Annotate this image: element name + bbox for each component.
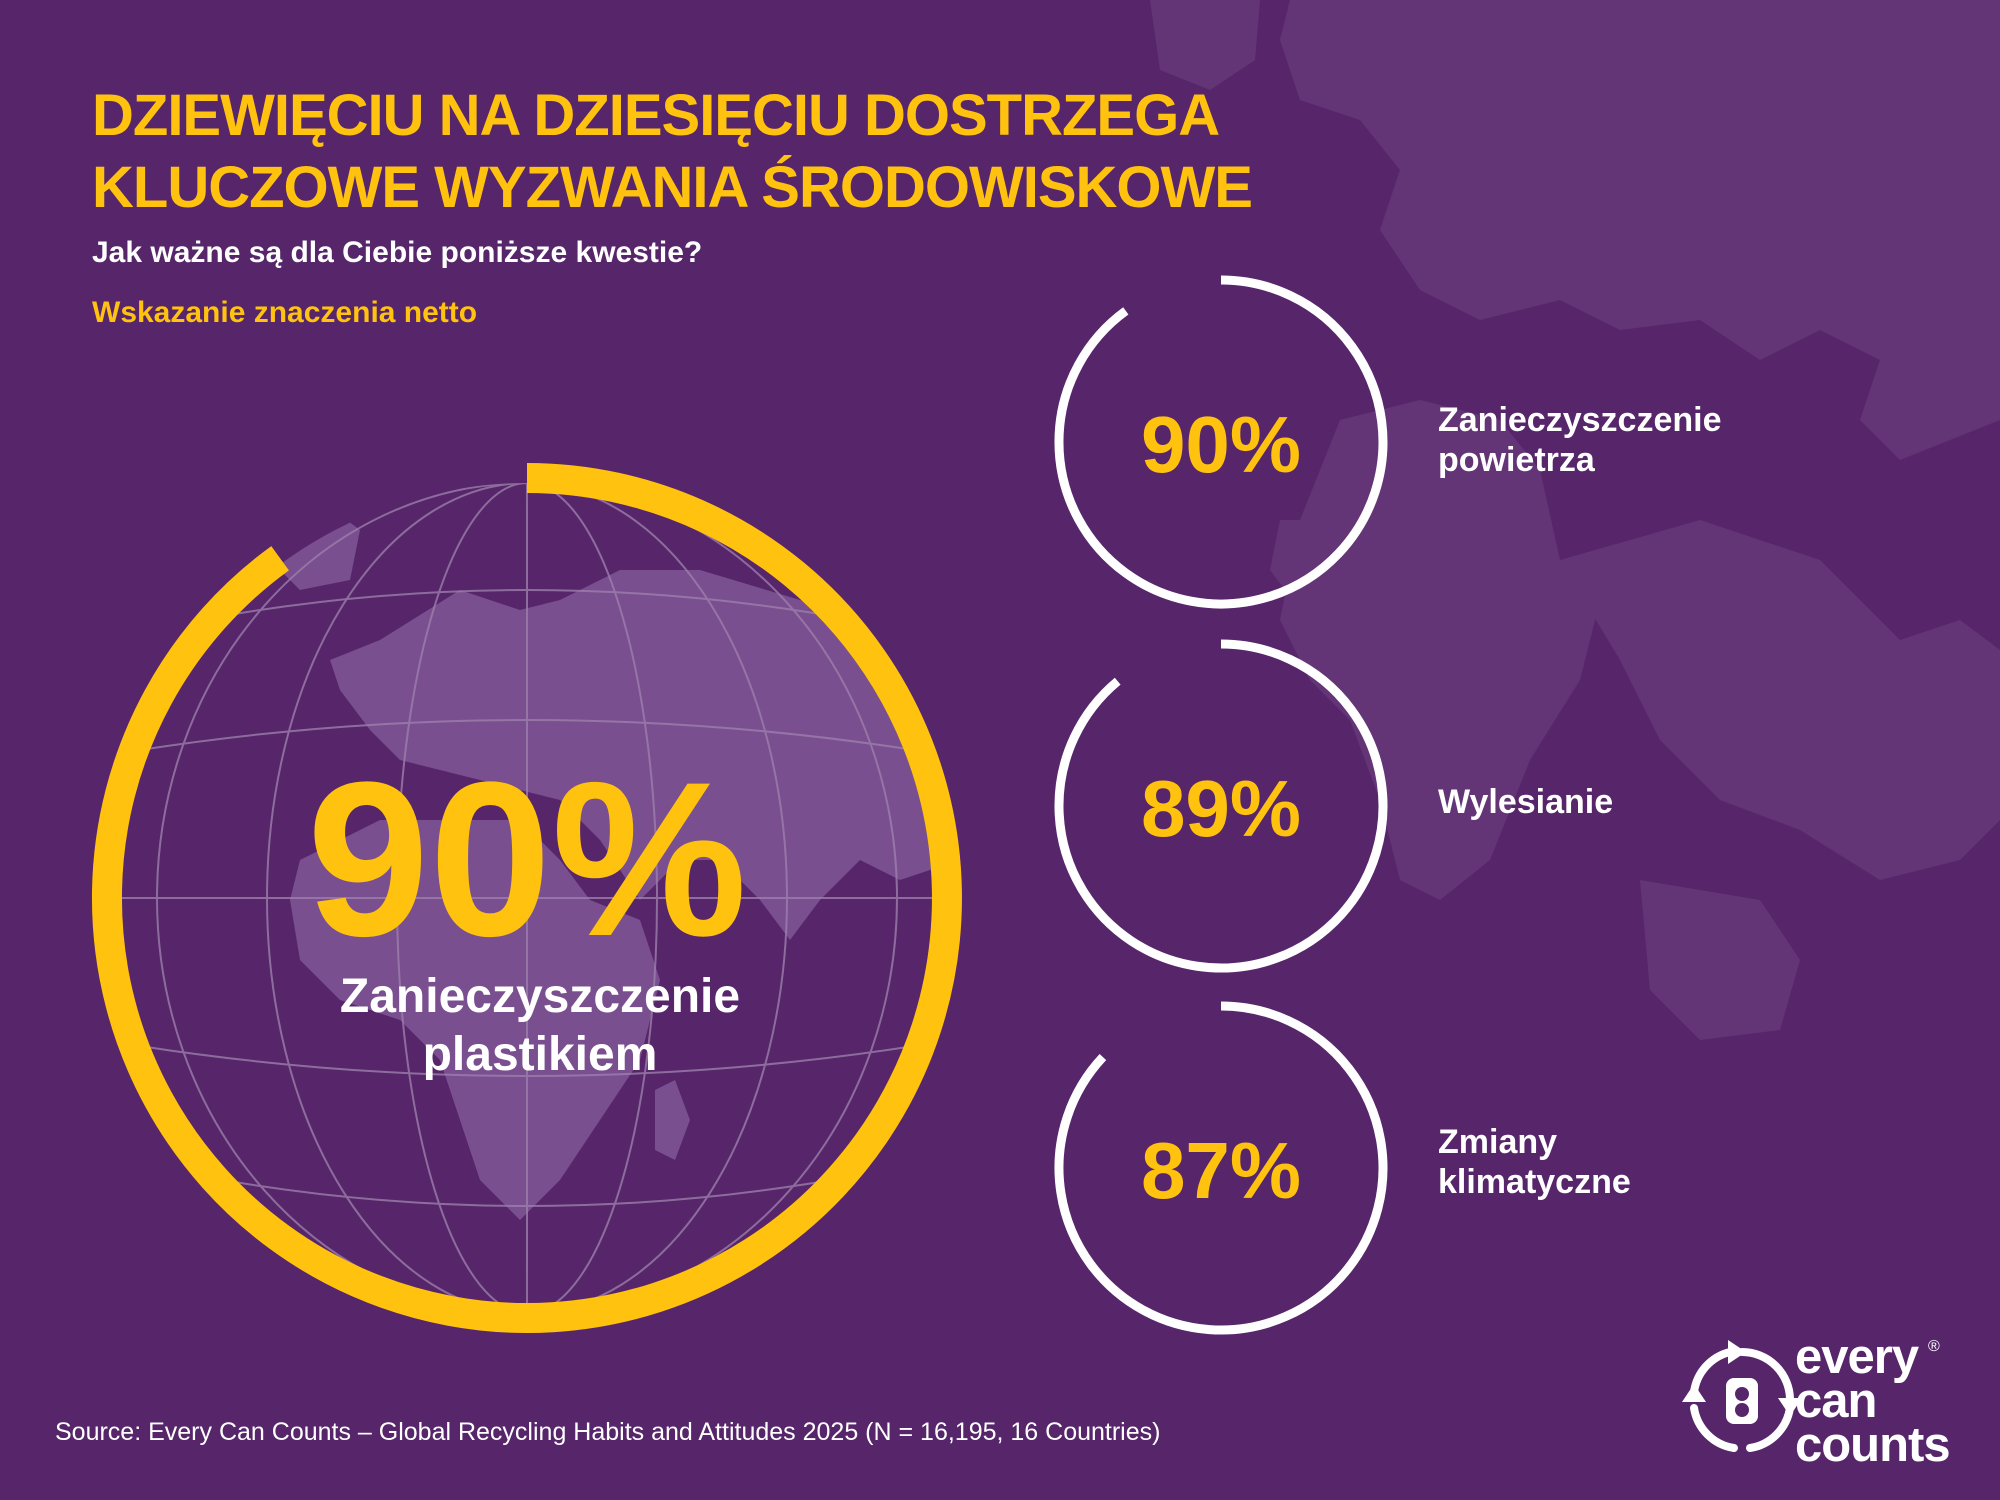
net-importance-note: Wskazanie znaczenia netto	[92, 296, 478, 329]
ring-label-air-pollution-line-2: powietrza	[1438, 441, 1595, 479]
ring-label-plastic-pollution-line-2: plastikiem	[423, 1028, 658, 1081]
logo-wordmark: every can counts	[1795, 1330, 1951, 1472]
ring-arc-air-pollution	[1054, 275, 1388, 609]
registered-mark: ®	[1928, 1338, 1940, 1355]
ring-value-plastic-pollution: 90%	[307, 736, 747, 982]
ring-label-climate-change: Zmiany klimatyczne	[1438, 1122, 1631, 1202]
globe-grid	[112, 483, 942, 1313]
page-title: DZIEWIĘCIU NA DZIESIĘCIU DOSTRZEGA KLUCZ…	[92, 80, 1253, 224]
ring-label-air-pollution-line-1: Zanieczyszczenie	[1438, 401, 1722, 439]
ring-label-climate-change-line-2: klimatyczne	[1438, 1163, 1631, 1201]
logo-line-every: every	[1795, 1330, 1919, 1384]
question-subtitle: Jak ważne są dla Ciebie poniższe kwestie…	[92, 236, 703, 269]
ring-label-climate-change-line-1: Zmiany	[1438, 1123, 1558, 1161]
ring-arc-deforestation	[1054, 639, 1388, 973]
ring-value-air-pollution: 90%	[1141, 400, 1301, 489]
ring-label-deforestation: Wylesianie	[1438, 782, 1613, 822]
ring-arc-plastic-pollution	[91, 463, 962, 1333]
ring-label-plastic-pollution-line-1: Zanieczyszczenie	[340, 970, 740, 1023]
title-line-1: DZIEWIĘCIU NA DZIESIĘCIU DOSTRZEGA	[92, 83, 1220, 148]
ring-label-deforestation-line-1: Wylesianie	[1438, 783, 1614, 821]
recycle-arrows-icon	[1682, 1340, 1802, 1452]
logo-line-counts: counts	[1795, 1418, 1951, 1472]
title-line-2: KLUCZOWE WYZWANIA ŚRODOWISKOWE	[92, 155, 1253, 220]
logo-line-can: can	[1795, 1374, 1877, 1428]
ring-value-deforestation: 89%	[1141, 764, 1301, 853]
source-note: Source: Every Can Counts – Global Recycl…	[55, 1418, 1161, 1446]
ring-label-air-pollution: Zanieczyszczenie powietrza	[1438, 400, 1721, 480]
ring-arc-climate-change	[1054, 1001, 1388, 1335]
globe-land-shapes	[270, 500, 942, 1220]
ring-value-climate-change: 87%	[1141, 1126, 1301, 1215]
